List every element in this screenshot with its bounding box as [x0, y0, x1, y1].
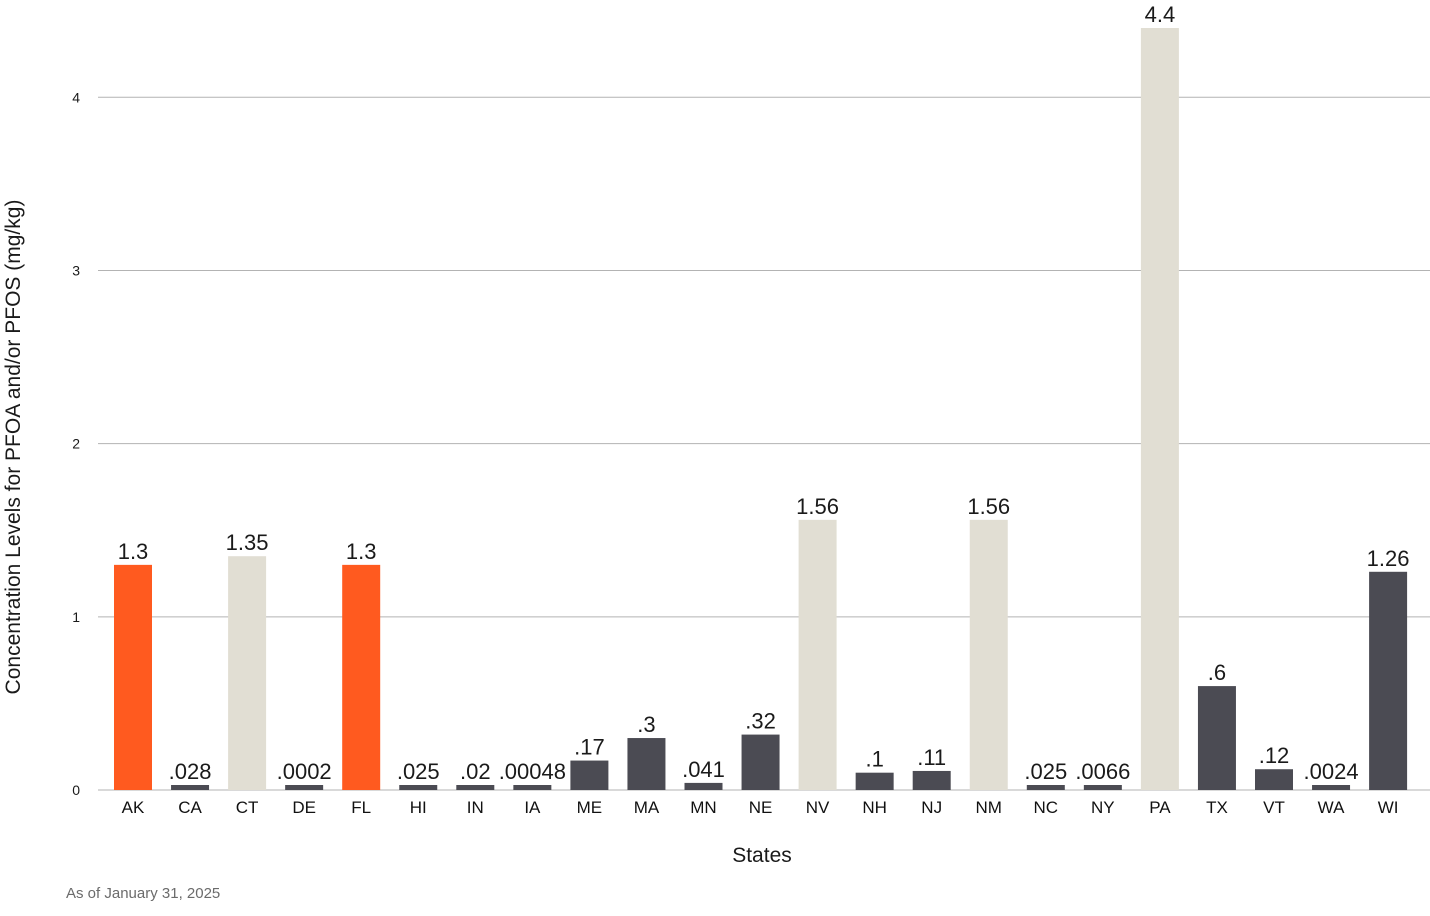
value-label: .12 — [1259, 743, 1290, 768]
x-tick-label: NH — [862, 798, 887, 817]
bar-de — [285, 785, 324, 790]
x-tick-label: HI — [410, 798, 427, 817]
value-label: .11 — [917, 745, 946, 770]
bar-ny — [1083, 785, 1122, 790]
bar-pa — [1140, 28, 1179, 790]
y-axis-title: Concentration Levels for PFOA and/or PFO… — [2, 200, 25, 695]
x-tick-label: MN — [690, 798, 716, 817]
bar-nj — [912, 770, 951, 790]
x-tick-label: TX — [1206, 798, 1228, 817]
y-tick-label: 1 — [72, 609, 80, 625]
value-label: .32 — [745, 709, 776, 734]
value-label: .025 — [397, 759, 440, 784]
bar-wi — [1369, 571, 1408, 790]
x-tick-label: NE — [749, 798, 773, 817]
bar-nh — [855, 772, 894, 790]
value-label: 1.35 — [226, 530, 269, 555]
x-tick-label: WI — [1378, 798, 1399, 817]
value-label: 1.56 — [967, 494, 1010, 519]
bar-ma — [627, 738, 666, 790]
bar-wa — [1312, 785, 1351, 790]
y-tick-label: 2 — [72, 436, 80, 452]
value-label: .0002 — [277, 759, 332, 784]
x-tick-label: NC — [1034, 798, 1059, 817]
x-tick-label: NJ — [921, 798, 942, 817]
bar-ak — [114, 564, 152, 790]
value-label: .3 — [637, 712, 655, 737]
bar-in — [456, 785, 495, 790]
value-label: .02 — [460, 759, 491, 784]
value-label: .0024 — [1304, 759, 1359, 784]
bar-vt — [1255, 769, 1293, 790]
x-tick-label: NV — [806, 798, 830, 817]
x-tick-label: IA — [524, 798, 541, 817]
bar-nc — [1026, 785, 1065, 790]
bars — [114, 28, 1408, 790]
value-label: .6 — [1208, 660, 1226, 685]
bar-mn — [684, 782, 723, 790]
x-tick-label: CA — [178, 798, 202, 817]
value-label: .041 — [682, 757, 725, 782]
bar-ca — [171, 785, 210, 790]
bar-nm — [969, 519, 1008, 790]
x-tick-label: AK — [122, 798, 145, 817]
value-label: 1.3 — [118, 539, 149, 564]
bar-ne — [741, 734, 780, 790]
bar-fl — [342, 564, 381, 790]
value-label: 1.26 — [1367, 546, 1410, 571]
x-tick-label: IN — [467, 798, 484, 817]
x-tick-label: DE — [292, 798, 316, 817]
x-tick-label: VT — [1263, 798, 1285, 817]
bar-ct — [228, 556, 267, 790]
x-tick-label: PA — [1149, 798, 1171, 817]
value-labels: 1.3 .028 1.35 .0002 1.3 .025 .02 .00048 .17 .3 .04… — [118, 2, 1410, 784]
x-tick-label: NM — [976, 798, 1002, 817]
value-label: .028 — [169, 759, 212, 784]
y-tick-label: 3 — [72, 262, 80, 278]
y-tick-label: 0 — [72, 782, 80, 798]
x-tick-label: CT — [236, 798, 259, 817]
bar-ia — [513, 785, 552, 790]
value-label: .00048 — [499, 759, 566, 784]
bar-tx — [1197, 686, 1236, 790]
value-label: 1.3 — [346, 539, 377, 564]
footnote: As of January 31, 2025 — [66, 885, 221, 902]
x-tick-label: NY — [1091, 798, 1115, 817]
x-tick-label: WA — [1318, 798, 1345, 817]
x-tick-label: FL — [351, 798, 371, 817]
bar-hi — [399, 785, 438, 790]
x-axis-ticks: AK CA CT DE FL HI IN IA ME MA MN NE NV NH NJ NM NC NY PA TX… — [122, 798, 1399, 817]
value-label: .025 — [1024, 759, 1067, 784]
x-axis-title: States — [732, 844, 792, 867]
y-axis-ticks: 0 1 2 3 4 — [72, 89, 80, 798]
value-label: .17 — [574, 735, 605, 760]
value-label: 4.4 — [1145, 2, 1176, 27]
x-tick-label: ME — [577, 798, 603, 817]
value-label: 1.56 — [796, 494, 839, 519]
x-tick-label: MA — [634, 798, 660, 817]
bar-nv — [798, 519, 837, 790]
y-tick-label: 4 — [72, 89, 80, 105]
value-label: .1 — [865, 747, 883, 772]
bar-me — [570, 760, 609, 790]
value-label: .0066 — [1075, 759, 1130, 784]
